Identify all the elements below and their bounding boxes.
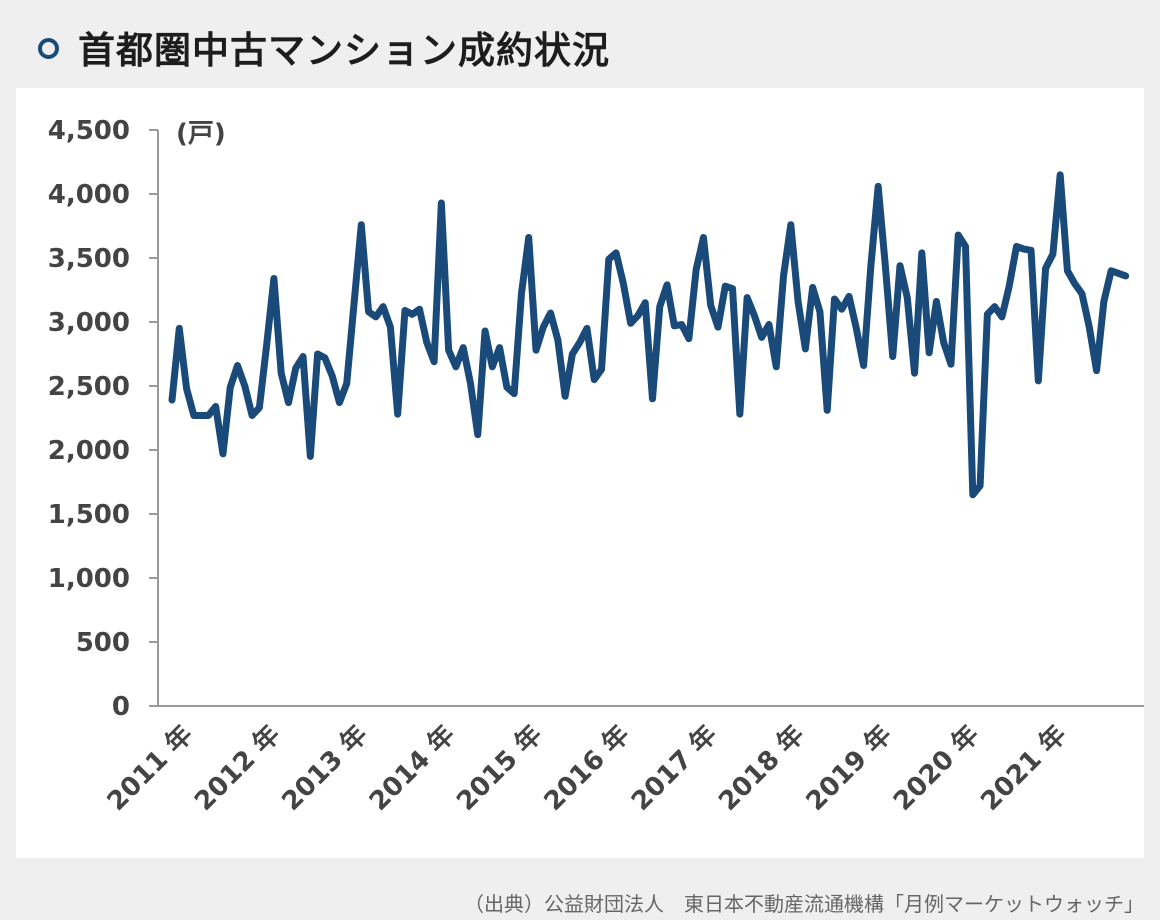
y-tick-label: 500 [76, 628, 130, 658]
series-group [168, 171, 1130, 499]
x-tick-label: 2014 年 [363, 719, 461, 817]
x-tick-label: 2016 年 [538, 719, 636, 817]
y-tick-label: 2,500 [48, 372, 130, 402]
y-axis: 0 500 1,000 1,500 2,000 2,500 3,000 3,500 4,000 4… [48, 116, 159, 722]
x-tick-label: 2017 年 [625, 719, 723, 817]
source-note: （出典）公益財団法人 東日本不動産流通機構「月例マーケットウォッチ」 [464, 892, 1144, 916]
x-tick-label: 2018 年 [713, 719, 811, 817]
y-tick-label: 3,500 [48, 244, 130, 274]
y-unit-label: (戸) [176, 119, 226, 149]
page-title: 首都圏中古マンション成約状況 [78, 29, 610, 72]
y-tick-label: 0 [112, 692, 130, 722]
y-tick-label: 1,000 [48, 564, 130, 594]
x-tick-label: 2013 年 [276, 719, 374, 817]
y-tick-label: 2,000 [48, 436, 130, 466]
x-tick-label: 2020 年 [887, 719, 985, 817]
y-tick-label: 3,000 [48, 308, 130, 338]
y-tick-label: 4,000 [48, 180, 130, 210]
x-tick-label: 2021 年 [975, 719, 1073, 817]
x-tick-label: 2011 年 [101, 719, 199, 817]
x-tick-label: 2015 年 [451, 719, 549, 817]
y-tick-label: 1,500 [48, 500, 130, 530]
y-tick-label: 4,500 [48, 116, 130, 146]
title-bullet-icon [38, 38, 59, 59]
chart-panel: 0 500 1,000 1,500 2,000 2,500 3,000 3,500 4,000 4… [16, 88, 1144, 858]
line-chart: 0 500 1,000 1,500 2,000 2,500 3,000 3,500 4,000 4… [48, 116, 1144, 817]
header: 首都圏中古マンション成約状況 [0, 0, 1160, 88]
x-tick-label: 2012 年 [188, 719, 286, 817]
x-tick-label: 2019 年 [800, 719, 898, 817]
series-line [168, 171, 1130, 499]
